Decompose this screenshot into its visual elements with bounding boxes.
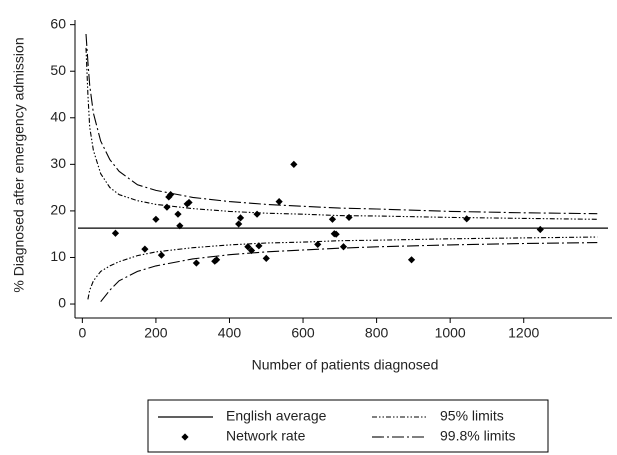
data-point xyxy=(111,229,120,237)
data-point xyxy=(236,214,245,222)
data-point xyxy=(176,222,184,230)
x-tick-label: 0 xyxy=(78,325,86,341)
limit-line xyxy=(85,47,598,220)
data-point xyxy=(141,245,149,253)
y-axis-label: % Diagnosed after emergency admission xyxy=(11,37,27,292)
x-tick-label: 600 xyxy=(291,325,315,341)
data-point xyxy=(235,220,243,228)
legend-swatch xyxy=(181,433,189,441)
data-point xyxy=(275,197,283,206)
y-tick-label: 30 xyxy=(50,155,66,171)
limit-line xyxy=(85,33,598,215)
y-tick-label: 50 xyxy=(50,62,66,78)
y-tick-label: 0 xyxy=(58,295,66,311)
data-point xyxy=(192,259,200,267)
legend-label: 99.8% limits xyxy=(440,428,515,444)
y-tick-label: 40 xyxy=(50,108,66,124)
data-point xyxy=(213,256,221,264)
y-tick-label: 10 xyxy=(50,248,66,264)
data-point xyxy=(185,198,193,207)
x-tick-label: 200 xyxy=(144,325,168,341)
data-point xyxy=(345,213,353,222)
data-point xyxy=(290,160,298,168)
data-point xyxy=(167,191,175,199)
data-point xyxy=(407,256,416,264)
legend-label: Network rate xyxy=(226,428,306,444)
data-point xyxy=(157,251,166,259)
data-point xyxy=(339,243,348,251)
y-tick-label: 60 xyxy=(50,15,66,31)
legend-label: English average xyxy=(226,408,327,424)
x-tick-label: 1200 xyxy=(508,325,539,341)
data-point xyxy=(163,203,171,211)
data-point xyxy=(314,240,322,249)
data-point xyxy=(247,246,256,255)
limit-line xyxy=(87,236,598,300)
data-point xyxy=(262,254,270,262)
data-point xyxy=(255,242,263,250)
data-point xyxy=(152,215,160,223)
data-point xyxy=(536,225,544,234)
x-tick-label: 800 xyxy=(365,325,389,341)
data-point xyxy=(253,210,261,218)
y-tick-label: 20 xyxy=(50,202,66,218)
data-point xyxy=(174,210,182,218)
x-tick-label: 400 xyxy=(218,325,242,341)
x-axis-label: Number of patients diagnosed xyxy=(252,357,439,373)
data-point xyxy=(463,215,471,223)
data-point xyxy=(244,243,252,251)
limit-line xyxy=(100,242,598,303)
legend-box xyxy=(147,399,549,453)
data-point xyxy=(332,230,340,238)
legend-label: 95% limits xyxy=(440,408,504,424)
data-point xyxy=(328,215,337,223)
x-tick-label: 1000 xyxy=(435,325,466,341)
